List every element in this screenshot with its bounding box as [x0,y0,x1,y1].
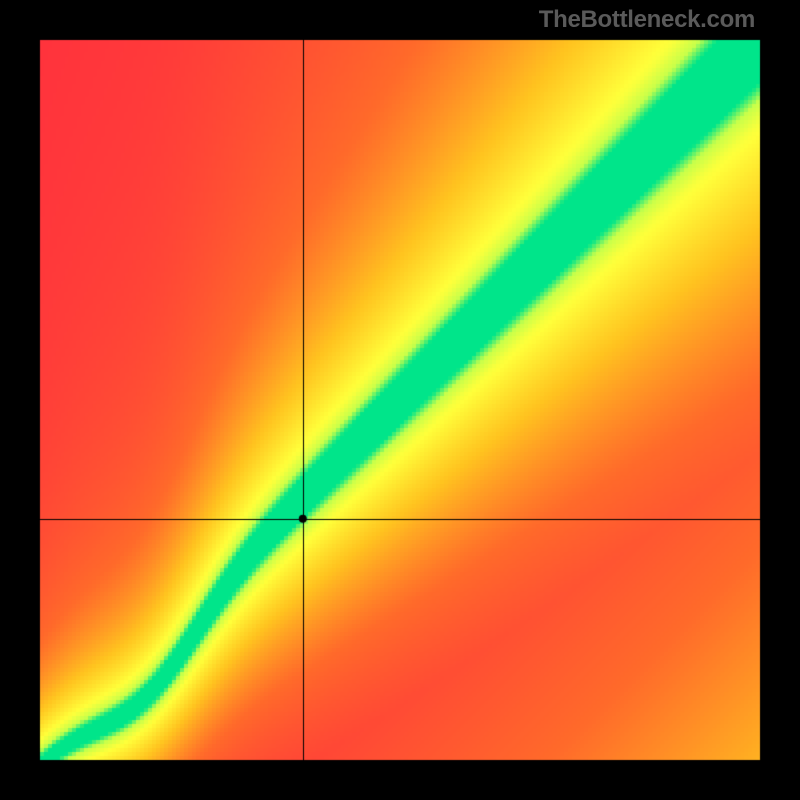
watermark-text: TheBottleneck.com [539,6,755,34]
bottleneck-heatmap [0,0,800,800]
chart-container: TheBottleneck.com [0,0,800,800]
